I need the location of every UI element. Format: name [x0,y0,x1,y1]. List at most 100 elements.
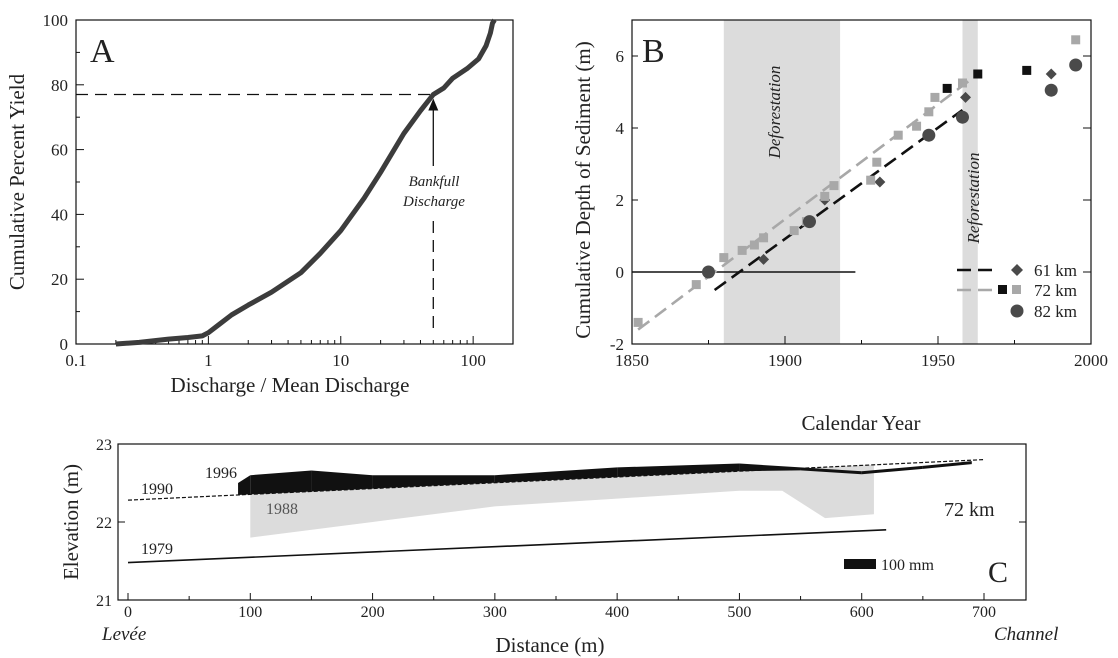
deposit-segment [739,463,801,472]
data-point-square [789,226,799,236]
panel-a-x-axis-label: Discharge / Mean Discharge [171,373,410,397]
surface-1996-label: 1996 [205,465,237,482]
levee-label: Levée [101,624,146,645]
x-tick-label: 600 [850,604,874,621]
data-point-square [924,107,934,117]
legend-square-black-icon [998,285,1007,294]
fit-line-black [713,108,964,292]
data-point-square [829,181,839,191]
data-point-circle [1044,83,1058,97]
data-point-diamond [758,253,770,265]
deposit-segment [250,470,312,495]
data-point-circle [922,128,936,142]
x-tick-label: 200 [361,604,385,621]
cumulative-yield-curve [115,18,497,347]
data-point-square [633,317,643,327]
deposit-segment [861,465,923,475]
panel-b-y-axis-label: Cumulative Depth of Sediment (m) [571,41,595,338]
surface-1979-label: 1979 [141,541,173,558]
surface-1979-line [127,529,887,564]
data-point-square [957,78,967,88]
surface-1988-area [250,464,874,538]
panel-c: 0 100 200 300 400 500 600 700 21 22 23 1996 1990 1… [59,437,1058,657]
x-tick-label: 1 [204,351,213,370]
reforestation-label: Reforestation [964,153,983,245]
data-point-circle [955,110,969,124]
legend-circle-icon [1010,304,1024,318]
panel-a-y-axis-label: Cumulative Percent Yield [5,73,29,290]
legend-label-72km: 72 km [1034,281,1077,300]
x-tick-label: 0.1 [65,351,86,370]
deposit-segment [372,475,495,489]
scale-bar-label: 100 mm [881,557,934,574]
scale-bar [844,559,876,569]
channel-label: Channel [994,624,1058,645]
y-tick-label: 40 [51,205,68,224]
y-tick-label: 60 [51,141,68,160]
deforestation-band [723,20,841,344]
panel-c-label: C [988,556,1008,589]
bankfull-annotation-line2: Discharge [402,194,465,210]
x-tick-label: 500 [727,604,751,621]
legend-square-gray-icon [1012,285,1021,294]
panel-b-label: B [642,33,665,70]
data-point-square [866,175,876,185]
x-tick-label: 0 [124,604,132,621]
data-point-square [719,253,729,263]
bankfull-annotation-line1: Bankfull [409,174,460,190]
deposit-segment [617,463,740,477]
data-point-square [1022,65,1032,75]
legend-diamond-icon [1011,264,1023,276]
surface-1988-label: 1988 [266,501,298,518]
data-point-square [893,130,903,140]
data-point-diamond [960,91,972,103]
y-tick-label: 100 [43,11,69,30]
x-tick-label: 10 [332,351,349,370]
deposit-segment [311,470,373,492]
legend-label-82km: 82 km [1034,302,1077,321]
x-tick-label: 100 [238,604,262,621]
x-tick-label: 1950 [921,351,955,370]
y-tick-label: 20 [51,270,68,289]
data-point-square [820,191,830,201]
data-point-square [973,69,983,79]
y-tick-label: 6 [616,47,625,66]
data-point-square [930,92,940,102]
deposit-segment [800,467,862,475]
legend-label-61km: 61 km [1034,261,1077,280]
data-point-square [737,245,747,255]
x-tick-label: 300 [483,604,507,621]
x-tick-label: 1850 [615,351,649,370]
data-point-diamond [874,176,886,188]
data-point-diamond [1045,68,1057,80]
y-tick-label: 0 [616,263,625,282]
deposit-segment [238,475,251,495]
data-point-circle [802,215,816,229]
panel-b-legend: 61 km 72 km 82 km [957,261,1077,321]
panel-b-x-axis-label: Calendar Year [802,411,921,435]
surface-1990-label: 1990 [141,481,173,498]
x-tick-label: 400 [605,604,629,621]
data-point-square [1071,35,1081,45]
data-point-square [872,157,882,167]
data-point-circle [702,265,715,279]
panel-a: 0.1 1 10 100 0 20 40 60 80 100 A Bankfull Dischar… [5,11,514,397]
y-tick-label: 22 [96,515,112,532]
x-tick-label: 1900 [768,351,802,370]
y-tick-label: 2 [616,191,625,210]
x-tick-label: 2000 [1074,351,1108,370]
panel-b-frame [631,19,1092,345]
arrow-icon [428,98,439,111]
deposit-segment [494,467,618,483]
x-tick-label: 700 [972,604,996,621]
data-point-square [912,121,922,131]
y-tick-label: 0 [60,335,69,354]
panel-a-label: A [90,33,115,70]
data-point-circle [1069,58,1083,72]
station-label: 72 km [944,499,995,521]
data-point-square [749,240,759,250]
surface-1990-line [127,459,985,501]
data-point-square [759,233,769,243]
data-point-square [942,83,952,93]
y-tick-label: 21 [96,593,112,610]
